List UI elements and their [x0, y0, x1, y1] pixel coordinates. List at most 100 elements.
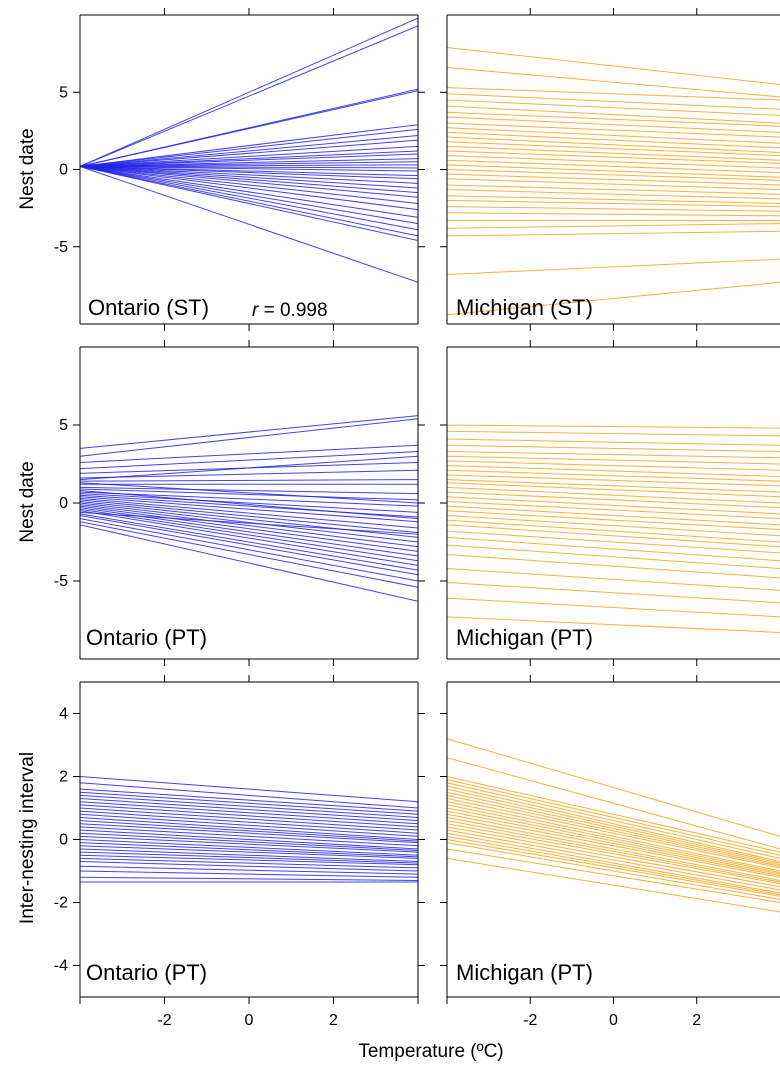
series-line-10 — [80, 813, 418, 837]
series-line-21 — [80, 848, 418, 863]
series-line-28 — [80, 165, 418, 242]
series-line-22 — [80, 510, 418, 566]
series-line-27 — [447, 597, 780, 618]
series-line-4 — [447, 99, 780, 116]
series-line-19 — [80, 505, 418, 552]
panel-ontario-pt-nest: -5 0 5 — [54, 340, 425, 666]
series-line-12 — [80, 494, 418, 518]
series-line-0 — [80, 776, 418, 803]
panel-label-michigan-pt-nest: Michigan (PT) — [456, 625, 593, 650]
series-line-11 — [447, 482, 780, 498]
series-line-3 — [80, 90, 418, 167]
series-line-14 — [80, 826, 418, 847]
series-line-1 — [80, 25, 418, 167]
series-line-27 — [80, 870, 418, 878]
series-line-25 — [447, 206, 780, 212]
series-line-22 — [447, 839, 780, 897]
series-line-18 — [447, 826, 780, 888]
series-line-13 — [447, 491, 780, 509]
series-line-9 — [447, 474, 780, 487]
series-line-2 — [80, 788, 418, 812]
series-line-24 — [447, 553, 780, 579]
series-line-22 — [447, 189, 780, 200]
series-line-4 — [80, 124, 418, 167]
x-tick-label-1: 0 — [609, 1012, 618, 1029]
series-line-6 — [447, 788, 780, 864]
series-line-31 — [447, 281, 780, 316]
series-line-3 — [447, 444, 780, 453]
xlabel-temperature: Temperature (ºC) — [358, 1041, 503, 1062]
series-line-28 — [80, 482, 418, 504]
series-line-27 — [80, 524, 418, 602]
series-line-14 — [80, 497, 418, 529]
series-line-24 — [80, 514, 418, 576]
panel-label-ontario-pt-nest: Ontario (PT) — [86, 625, 207, 650]
series-line-6 — [80, 135, 418, 167]
series-group — [447, 738, 780, 913]
series-line-16 — [80, 165, 418, 177]
series-line-15 — [80, 165, 418, 172]
series-line-9 — [80, 150, 418, 167]
panel-michigan-pt-interval: -2 0 2 — [440, 675, 780, 1029]
series-line-26 — [447, 582, 780, 604]
series-line-22 — [447, 536, 780, 562]
y-tick-label-1: 0 — [59, 495, 68, 512]
y-tick-label-0: -5 — [54, 239, 68, 256]
series-line-16 — [447, 820, 780, 883]
series-line-18 — [80, 165, 418, 184]
series-line-0 — [447, 46, 780, 86]
series-line-11 — [447, 136, 780, 154]
x-tick-label-0: -2 — [523, 1012, 537, 1029]
series-line-3 — [80, 451, 418, 470]
series-line-15 — [80, 829, 418, 850]
series-line-6 — [447, 460, 780, 471]
series-line-13 — [80, 823, 418, 844]
series-line-21 — [447, 184, 780, 195]
r-annotation: r = 0.998 — [252, 300, 328, 321]
series-line-4 — [80, 794, 418, 818]
series-line-5 — [447, 105, 780, 124]
series-line-21 — [80, 165, 418, 198]
panel-ontario-pt-interval: -4 -2 0 2 4 -2 0 2 — [54, 675, 425, 1029]
series-line-20 — [80, 165, 418, 194]
series-line-30 — [447, 258, 780, 276]
series-line-18 — [447, 514, 780, 537]
series-line-28 — [80, 876, 418, 881]
series-line-24 — [80, 165, 418, 218]
series-line-31 — [80, 455, 418, 481]
series-line-22 — [80, 165, 418, 204]
series-line-10 — [447, 479, 780, 493]
series-line-13 — [80, 164, 418, 167]
series-line-23 — [80, 854, 418, 866]
series-line-0 — [80, 17, 418, 167]
ylabel-nest-date-top: Nest date — [17, 128, 38, 209]
series-line-7 — [80, 139, 418, 167]
series-line-0 — [447, 424, 780, 429]
series-line-15 — [447, 500, 780, 520]
series-line-17 — [447, 164, 780, 178]
series-line-20 — [80, 845, 418, 859]
series-line-7 — [447, 465, 780, 477]
panel-michigan-st — [440, 8, 780, 331]
series-line-27 — [80, 165, 418, 237]
series-line-10 — [447, 801, 780, 872]
series-line-5 — [80, 469, 418, 479]
series-line-13 — [447, 810, 780, 877]
series-line-9 — [80, 488, 418, 501]
y-tick-label-3: 2 — [59, 769, 68, 786]
x-tick-label-0: -2 — [157, 1012, 171, 1029]
series-line-19 — [80, 842, 418, 858]
series-line-29 — [447, 230, 780, 237]
series-line-3 — [80, 791, 418, 815]
series-line-26 — [80, 165, 418, 231]
series-line-1 — [447, 430, 780, 437]
series-line-9 — [80, 810, 418, 834]
series-line-25 — [447, 857, 780, 913]
series-line-17 — [80, 165, 418, 180]
series-line-16 — [80, 832, 418, 852]
series-line-2 — [447, 776, 780, 853]
y-tick-label-0: -5 — [54, 573, 68, 590]
series-line-9 — [447, 798, 780, 869]
series-line-2 — [447, 87, 780, 101]
